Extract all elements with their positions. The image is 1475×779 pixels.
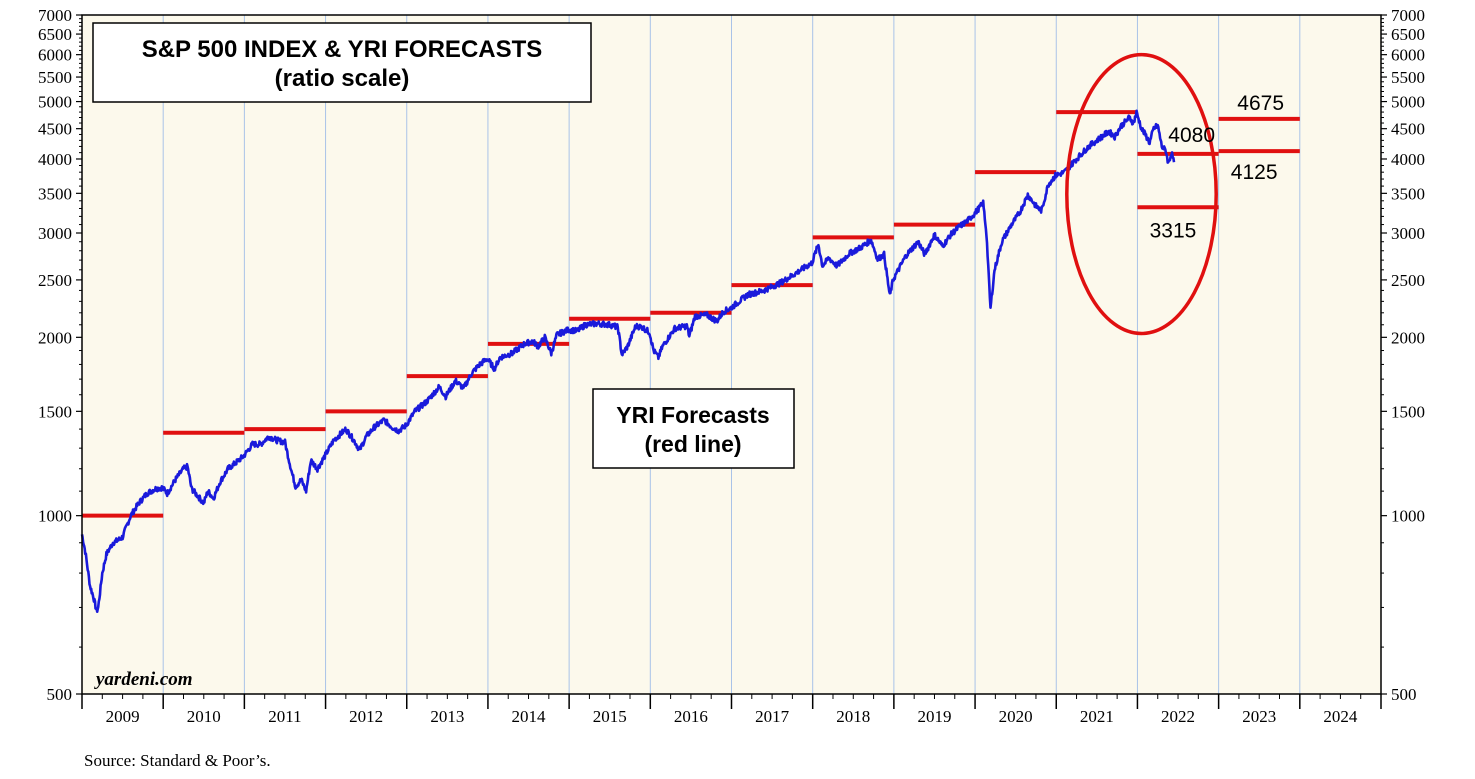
source-note: Source: Standard & Poor’s.: [84, 751, 271, 770]
y-tick-label-left: 1000: [38, 507, 72, 526]
y-tick-label-left: 500: [47, 685, 73, 704]
x-tick-label: 2019: [917, 707, 951, 726]
annotation-3315: 3315: [1150, 219, 1197, 242]
x-tick-label: 2022: [1161, 707, 1195, 726]
year-gridlines: [162, 15, 1301, 694]
y-tick-label-right: 3000: [1391, 224, 1425, 243]
x-tick-label: 2014: [512, 707, 547, 726]
y-tick-label-left: 2500: [38, 271, 72, 290]
legend-title: YRI Forecasts: [616, 402, 769, 428]
x-tick-label: 2016: [674, 707, 708, 726]
x-tick-label: 2020: [999, 707, 1033, 726]
x-tick-label: 2009: [106, 707, 140, 726]
watermark: yardeni.com: [94, 669, 193, 690]
y-tick-label-right: 1500: [1391, 402, 1425, 421]
y-tick-label-left: 2000: [38, 328, 72, 347]
y-tick-label-left: 7000: [38, 6, 72, 25]
x-tick-label: 2015: [593, 707, 627, 726]
x-tick-label: 2024: [1323, 707, 1358, 726]
y-tick-label-right: 4000: [1391, 150, 1425, 169]
x-tick-label: 2023: [1242, 707, 1276, 726]
y-axis-right: 500 1000 1500 2000 2500 3000 3500 4000 4500 5000 5…: [1381, 6, 1425, 704]
y-tick-label-right: 2000: [1391, 328, 1425, 347]
title-box: S&P 500 INDEX & YRI FORECASTS (ratio sca…: [92, 22, 592, 103]
x-tick-label: 2010: [187, 707, 221, 726]
y-tick-label-right: 7000: [1391, 6, 1425, 25]
x-tick-label: 2012: [349, 707, 383, 726]
forecast-annotations: 4080 3315 4675 4125: [1150, 92, 1284, 242]
y-tick-label-right: 500: [1391, 685, 1417, 704]
y-tick-label-left: 5500: [38, 68, 72, 87]
annotation-4125: 4125: [1231, 161, 1278, 184]
y-tick-label-left: 3500: [38, 184, 72, 203]
y-tick-label-right: 6500: [1391, 25, 1425, 44]
y-tick-label-left: 5000: [38, 93, 72, 112]
y-tick-label-left: 6000: [38, 46, 72, 65]
annotation-4080: 4080: [1168, 124, 1215, 147]
highlight-ellipse: [1065, 52, 1218, 336]
x-tick-label: 2018: [836, 707, 870, 726]
y-tick-label-left: 6500: [38, 25, 72, 44]
y-axis-left: 500 1000 1500 2000 2500 3000 3500 4000 4500 5000 5…: [38, 6, 82, 704]
x-tick-label: 2011: [268, 707, 301, 726]
y-tick-label-right: 4500: [1391, 120, 1425, 139]
legend-box: YRI Forecasts (red line): [592, 388, 795, 469]
sp500-series-line: [80, 109, 1176, 613]
legend-subtitle: (red line): [644, 431, 741, 457]
chart-subtitle: (ratio scale): [275, 65, 410, 92]
y-tick-label-left: 4500: [38, 120, 72, 139]
y-tick-label-right: 1000: [1391, 507, 1425, 526]
y-tick-label-right: 6000: [1391, 46, 1425, 65]
y-tick-label-left: 4000: [38, 150, 72, 169]
annotation-4675: 4675: [1237, 92, 1284, 115]
x-tick-label: 2021: [1080, 707, 1114, 726]
y-tick-label-right: 3500: [1391, 184, 1425, 203]
y-tick-label-right: 2500: [1391, 271, 1425, 290]
chart-title: S&P 500 INDEX & YRI FORECASTS: [142, 36, 543, 63]
y-tick-label-left: 3000: [38, 224, 72, 243]
y-tick-label-right: 5000: [1391, 93, 1425, 112]
x-axis: 2009 2010 2011 2012 2013 2014 2015 2016 2017 2018…: [81, 694, 1382, 726]
x-tick-label: 2017: [755, 707, 790, 726]
x-tick-label: 2013: [430, 707, 464, 726]
y-tick-label-right: 5500: [1391, 68, 1425, 87]
y-tick-label-left: 1500: [38, 402, 72, 421]
